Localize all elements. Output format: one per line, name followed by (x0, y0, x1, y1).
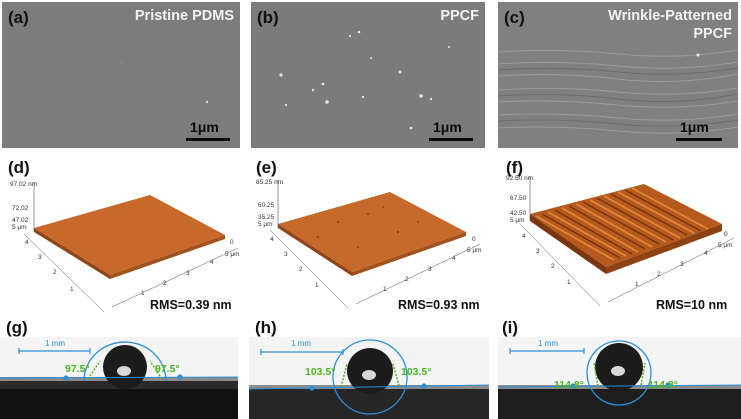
afm-zlow-d: 47.02 (12, 217, 29, 224)
afm-xtick-d-2: 2 (163, 280, 167, 287)
rms-label-f: RMS=10 nm (656, 298, 728, 312)
afm-plot-f: 92.50 nm 67.50 42.50 5 μm 4 3 2 1 0 5 μm… (506, 175, 735, 307)
sem-title-c: Wrinkle-Patterned PPCF (608, 7, 732, 43)
afm-xunit-f: 5 μm (718, 242, 733, 249)
afm-xtick-f-2: 2 (657, 271, 661, 278)
afm-xtick-e-2: 2 (405, 276, 409, 283)
scale-label-h: 1 mm (291, 339, 311, 348)
afm-ytick-e-4: 4 (270, 236, 274, 243)
panel-label-h: (h) (255, 318, 277, 337)
afm-xtick-f-3: 3 (680, 261, 684, 268)
afm-ytick-e-2: 2 (299, 266, 303, 273)
angle-left-g: 97.5° (65, 363, 90, 375)
angle-right-g: 97.5° (155, 363, 180, 375)
afm-xtick-e-0: 0 (472, 236, 476, 243)
afm-yunit-f: 5 μm (510, 217, 525, 224)
contact-angle-panel-g: 1 mm 97.5° 97.5° (0, 337, 238, 419)
afm-yunit-d: 5 μm (12, 224, 27, 231)
afm-plot-e: 85.25 nm 60.25 35.25 5 μm 4 3 2 1 0 5 μm… (256, 179, 482, 309)
afm-plot-d: 97.02 nm 72.02 47.02 5 μm 4 3 2 1 0 5 μm… (10, 181, 240, 313)
afm-zmax-e: 85.25 nm (256, 179, 283, 186)
afm-ytick-e-3: 3 (284, 251, 288, 258)
afm-ytick-f-1: 1 (567, 279, 571, 286)
afm-xtick-d-1: 1 (141, 290, 145, 297)
sem-title-b: PPCF (440, 8, 479, 24)
panel-label-e: (e) (256, 158, 277, 177)
afm-xtick-f-0: 0 (724, 231, 728, 238)
rms-label-e: RMS=0.93 nm (398, 298, 480, 312)
afm-xtick-d-3: 3 (186, 270, 190, 277)
afm-zmid-d: 72.02 (12, 205, 29, 212)
angle-right-h: 103.5° (401, 366, 432, 378)
contact-angle-image-g (0, 337, 238, 419)
afm-ytick-f-3: 3 (536, 248, 540, 255)
afm-panel-f: 92.50 nm 67.50 42.50 5 μm 4 3 2 1 0 5 μm… (496, 152, 741, 314)
panel-label-f: (f) (506, 158, 523, 177)
scale-label-g: 1 mm (45, 339, 65, 348)
scale-label-b: 1μm (433, 119, 462, 135)
rms-label-d: RMS=0.39 nm (150, 298, 232, 312)
afm-surface-d (34, 195, 225, 275)
afm-ytick-e-1: 1 (315, 282, 319, 289)
scale-bar-b (429, 138, 473, 141)
sem-title-c-line1: Wrinkle-Patterned (608, 8, 732, 24)
afm-surface-e (278, 192, 466, 272)
afm-xtick-d-4: 4 (210, 259, 214, 266)
afm-xunit-d: 5 μm (225, 251, 240, 258)
sem-panel-a: (a) Pristine PDMS 1μm (2, 2, 240, 148)
afm-xunit-e: 5 μm (467, 247, 482, 254)
afm-ytick-d-2: 2 (53, 269, 57, 276)
afm-yunit-e: 5 μm (258, 221, 273, 228)
afm-ytick-f-4: 4 (522, 233, 526, 240)
sem-panel-c: (c) Wrinkle-Patterned PPCF 1μm (498, 2, 738, 148)
sem-panel-b: (b) PPCF 1μm (251, 2, 485, 148)
afm-ytick-f-2: 2 (551, 263, 555, 270)
scale-label-a: 1μm (190, 119, 219, 135)
panel-label-c: (c) (504, 8, 525, 27)
panel-label-b: (b) (257, 8, 279, 27)
afm-ytick-d-3: 3 (38, 254, 42, 261)
panel-label-a: (a) (8, 8, 29, 27)
afm-xtick-e-1: 1 (383, 286, 387, 293)
afm-zmid-e: 60.25 (258, 202, 275, 209)
afm-zlow-f: 42.50 (510, 210, 527, 217)
panel-label-i: (i) (502, 318, 519, 337)
panel-label-g: (g) (6, 318, 28, 337)
afm-zmid-f: 67.50 (510, 195, 527, 202)
contact-angle-panel-i: 1 mm 114.8° 114.8° (498, 337, 741, 419)
scale-label-c: 1μm (680, 119, 709, 135)
afm-zlow-e: 35.25 (258, 214, 275, 221)
angle-right-i: 114.8° (648, 379, 678, 391)
afm-zmax-f: 92.50 nm (506, 175, 533, 182)
afm-zmax-d: 97.02 nm (10, 181, 37, 188)
scale-bar-c (676, 138, 722, 141)
afm-xtick-e-4: 4 (452, 255, 456, 262)
afm-xtick-f-1: 1 (635, 281, 639, 288)
angle-left-h: 103.5° (305, 366, 336, 378)
contact-angle-image-h (249, 337, 489, 419)
afm-xtick-d-0: 0 (230, 239, 234, 246)
afm-xtick-e-3: 3 (428, 266, 432, 273)
sem-texture-c (498, 2, 738, 148)
sem-title-c-line2: PPCF (693, 26, 732, 42)
sem-texture-a (2, 2, 240, 148)
contact-angle-panel-h: 1 mm 103.5° 103.5° (249, 337, 489, 419)
afm-panel-e: 85.25 nm 60.25 35.25 5 μm 4 3 2 1 0 5 μm… (248, 152, 494, 314)
afm-xtick-f-4: 4 (704, 250, 708, 257)
afm-panel-d: 97.02 nm 72.02 47.02 5 μm 4 3 2 1 0 5 μm… (0, 152, 246, 314)
sem-title-a: Pristine PDMS (134, 8, 234, 24)
afm-ytick-d-4: 4 (25, 239, 29, 246)
contact-angle-image-i (498, 337, 741, 419)
scale-bar-a (186, 138, 230, 141)
panel-label-d: (d) (8, 158, 30, 177)
scale-label-i: 1 mm (538, 339, 558, 348)
afm-ytick-d-1: 1 (70, 286, 74, 293)
sem-texture-b (251, 2, 485, 148)
angle-left-i: 114.8° (554, 379, 584, 391)
